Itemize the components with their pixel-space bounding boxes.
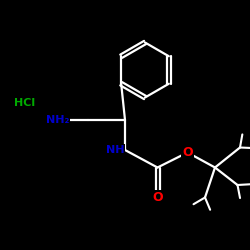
Text: HCl: HCl bbox=[14, 98, 36, 108]
Text: O: O bbox=[182, 146, 193, 159]
Text: NH₂: NH₂ bbox=[46, 115, 69, 125]
Text: O: O bbox=[152, 191, 163, 204]
Text: NH: NH bbox=[106, 145, 124, 155]
